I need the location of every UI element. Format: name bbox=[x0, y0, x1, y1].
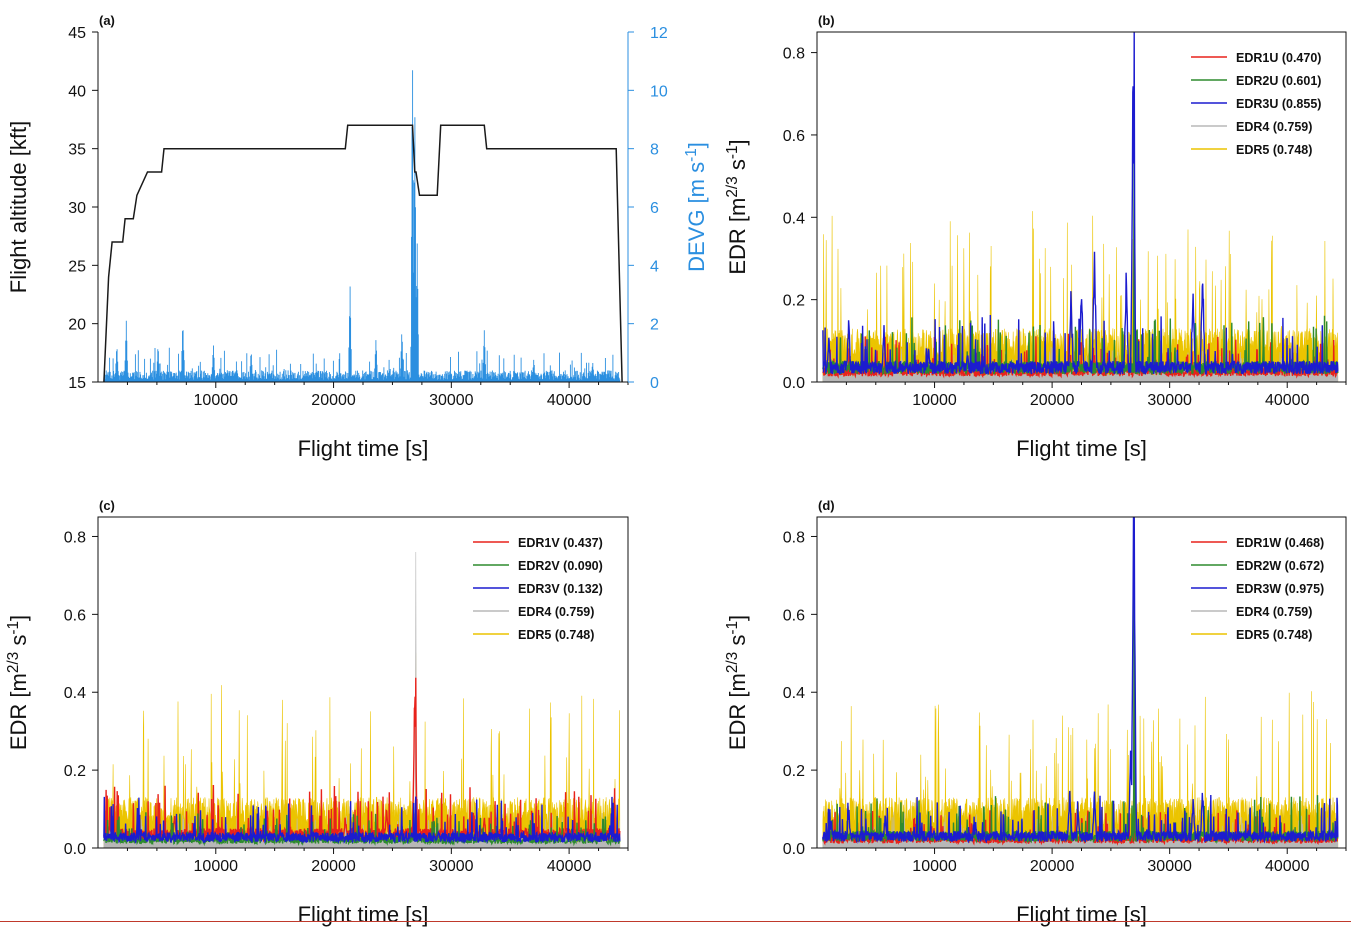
legend-item-edr5: EDR5 (0.748) bbox=[518, 628, 594, 642]
y-tick-label: 20 bbox=[68, 317, 86, 334]
y2-tick-label: 2 bbox=[650, 317, 659, 334]
x-axis-label: Flight time [s] bbox=[298, 436, 429, 461]
series-edr3 bbox=[103, 796, 621, 845]
legend-item-edr2: EDR2V (0.090) bbox=[518, 559, 603, 573]
y2-tick-label: 8 bbox=[650, 142, 659, 159]
y-tick-label: 15 bbox=[68, 375, 86, 392]
y-tick-label: 0.6 bbox=[64, 607, 86, 624]
y-tick-label: 0.4 bbox=[64, 685, 86, 702]
legend-item-edr4: EDR4 (0.759) bbox=[1236, 605, 1312, 619]
legend-item-edr5: EDR5 (0.748) bbox=[1236, 143, 1312, 157]
x-tick-label: 40000 bbox=[1265, 392, 1310, 409]
y-tick-label: 0.4 bbox=[783, 685, 805, 702]
x-tick-label: 20000 bbox=[1030, 858, 1075, 875]
y-tick-label: 35 bbox=[68, 142, 86, 159]
x-axis-label: Flight time [s] bbox=[1016, 436, 1147, 461]
x-tick-label: 30000 bbox=[1147, 858, 1192, 875]
y-tick-label: 0.0 bbox=[783, 375, 805, 392]
y-tick-label: 0.2 bbox=[783, 293, 805, 310]
y-axis-label: EDR [m2/3 s-1] bbox=[724, 615, 751, 750]
y2-tick-label: 4 bbox=[650, 258, 659, 275]
y2-tick-label: 0 bbox=[650, 375, 659, 392]
y-tick-label: 0.2 bbox=[783, 763, 805, 780]
y2-axis-label: DEVG [m s-1] bbox=[683, 142, 710, 272]
x-tick-label: 30000 bbox=[429, 858, 474, 875]
x-tick-label: 30000 bbox=[429, 392, 474, 409]
series-edr3 bbox=[822, 517, 1339, 844]
chart-panel-a: (a) 10000 20000 30000 40000 15 20 25 30 35 40 45 0 2 4… bbox=[6, 13, 709, 461]
devg-series bbox=[103, 70, 621, 382]
panel-label: (c) bbox=[99, 498, 115, 513]
x-tick-label: 10000 bbox=[912, 392, 957, 409]
y-axis-label: EDR [m2/3 s-1] bbox=[5, 615, 32, 750]
x-tick-label: 10000 bbox=[912, 858, 957, 875]
y-tick-label: 45 bbox=[68, 25, 86, 42]
chart-panel-b: (b) 10000 20000 30000 40000 0.0 0.2 0.4 0.6 0.8 Fl… bbox=[724, 13, 1347, 461]
chart-panel-d: (d) 10000 20000 30000 40000 0.0 0.2 0.4 0.6 0.8 Fl… bbox=[724, 498, 1347, 927]
y-axis-label: Flight altitude [kft] bbox=[6, 121, 31, 293]
legend-item-edr2: EDR2W (0.672) bbox=[1236, 559, 1324, 573]
chart-panel-c: (c) 10000 20000 30000 40000 0.0 0.2 0.4 0.6 0.8 Fl… bbox=[5, 498, 629, 927]
y-tick-label: 0.4 bbox=[783, 210, 805, 227]
bottom-rule bbox=[0, 921, 1351, 922]
legend: EDR1U (0.470) EDR2U (0.601) EDR3U (0.855) E… bbox=[1191, 51, 1321, 157]
plot-area bbox=[822, 517, 1339, 848]
legend-item-edr5: EDR5 (0.748) bbox=[1236, 628, 1312, 642]
x-tick-label: 40000 bbox=[1265, 858, 1310, 875]
legend: EDR1V (0.437) EDR2V (0.090) EDR3V (0.132) E… bbox=[473, 536, 603, 642]
x-tick-label: 40000 bbox=[547, 392, 592, 409]
legend-item-edr2: EDR2U (0.601) bbox=[1236, 74, 1321, 88]
series-edr5 bbox=[822, 653, 1339, 848]
y-tick-label: 0.8 bbox=[64, 529, 86, 546]
plot-area bbox=[103, 551, 621, 848]
y-tick-label: 0.6 bbox=[783, 607, 805, 624]
legend-item-edr1: EDR1V (0.437) bbox=[518, 536, 603, 550]
plot-area bbox=[822, 32, 1339, 382]
x-tick-label: 40000 bbox=[547, 858, 592, 875]
series-edr2 bbox=[822, 586, 1339, 845]
x-tick-label: 10000 bbox=[194, 858, 239, 875]
x-tick-label: 20000 bbox=[311, 858, 356, 875]
x-tick-label: 20000 bbox=[311, 392, 356, 409]
legend-item-edr1: EDR1W (0.468) bbox=[1236, 536, 1324, 550]
series-edr3 bbox=[822, 32, 1339, 376]
legend-item-edr3: EDR3V (0.132) bbox=[518, 582, 603, 596]
y-tick-label: 0.2 bbox=[64, 763, 86, 780]
y-tick-label: 0.6 bbox=[783, 128, 805, 145]
y-tick-label: 0.0 bbox=[783, 841, 805, 858]
y-tick-label: 30 bbox=[68, 200, 86, 217]
legend-item-edr4: EDR4 (0.759) bbox=[518, 605, 594, 619]
x-axis-label: Flight time [s] bbox=[298, 902, 429, 927]
legend-item-edr3: EDR3U (0.855) bbox=[1236, 97, 1321, 111]
y2-tick-label: 12 bbox=[650, 25, 668, 42]
x-tick-label: 20000 bbox=[1030, 392, 1075, 409]
panel-label: (b) bbox=[818, 13, 835, 28]
altitude-series bbox=[103, 124, 623, 382]
y-tick-label: 25 bbox=[68, 258, 86, 275]
series-edr5 bbox=[103, 653, 621, 848]
legend-item-edr4: EDR4 (0.759) bbox=[1236, 120, 1312, 134]
y-axis-label: EDR [m2/3 s-1] bbox=[724, 139, 751, 274]
y2-tick-label: 6 bbox=[650, 200, 659, 217]
y2-tick-label: 10 bbox=[650, 83, 668, 100]
y-tick-label: 40 bbox=[68, 83, 86, 100]
y-tick-label: 0.0 bbox=[64, 841, 86, 858]
legend: EDR1W (0.468) EDR2W (0.672) EDR3W (0.975) E… bbox=[1191, 536, 1324, 642]
legend-item-edr3: EDR3W (0.975) bbox=[1236, 582, 1324, 596]
panel-label: (d) bbox=[818, 498, 835, 513]
x-tick-label: 30000 bbox=[1147, 392, 1192, 409]
panel-label: (a) bbox=[99, 13, 115, 28]
legend-item-edr1: EDR1U (0.470) bbox=[1236, 51, 1321, 65]
x-tick-label: 10000 bbox=[194, 392, 239, 409]
x-axis-label: Flight time [s] bbox=[1016, 902, 1147, 927]
y-tick-label: 0.8 bbox=[783, 46, 805, 63]
plot-area bbox=[103, 70, 623, 382]
y-tick-label: 0.8 bbox=[783, 529, 805, 546]
